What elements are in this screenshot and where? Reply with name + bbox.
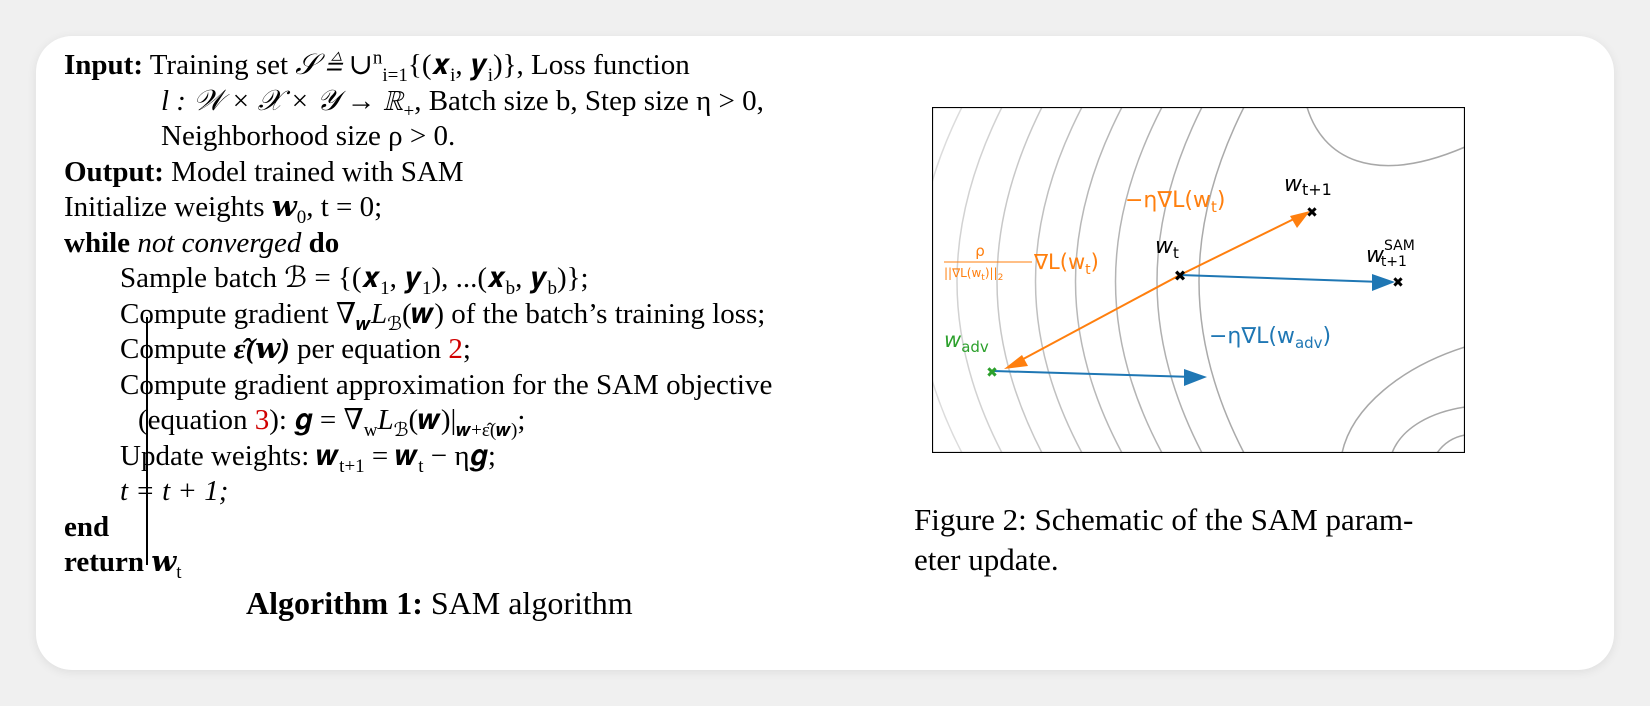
sam-schematic-figure: ✖ ✖ ✖ ✖ wt+1 −η∇L(wt) wt wSAM t+1 ρ ||∇L(… [932,107,1465,453]
end-keyword: end [64,510,110,543]
step-increment: t = t + 1; [120,475,229,507]
content-card [36,36,1614,670]
adv-gradient-arrowhead [1184,369,1207,386]
step-update-weights: Update weights: 𝒘t+1 = 𝒘t − η𝒈; [120,439,496,477]
label-w-sam: wSAM t+1 [1366,238,1415,270]
gradient-step-arrowhead [1290,211,1310,228]
return-keyword: return [64,546,145,578]
algorithm-caption: Algorithm 1: SAM algorithm [246,585,633,621]
figure-caption-line-1: Figure 2: Schematic of the SAM param- [914,502,1414,537]
output-label: Output: [64,155,164,188]
label-orange-gradient: −η∇L(wt) [1125,188,1225,216]
label-rho-denominator: ||∇L(wt)||2 [944,266,1003,283]
while-line: while not converged do [64,226,340,259]
sam-update-arrow [1179,274,1383,283]
label-w-t: wt [1155,234,1179,262]
return-line: return 𝒘t [64,546,182,583]
point-w-adv-marker: ✖ [986,365,998,381]
perturbation-arrow [1011,274,1181,366]
equation-ref-3[interactable]: 3 [254,404,270,436]
do-keyword: do [308,226,340,259]
point-w-sam-marker: ✖ [1392,275,1404,291]
figure-caption-line-2: eter update. [914,542,1059,577]
algorithm-block: Input: Training set 𝒮 ≜ ∪ni=1{(𝒙i, 𝒚i)},… [64,48,884,581]
input-line-2: l : 𝒲 × 𝒳 × 𝒴 → ℝ+, Batch size b, Step s… [161,84,764,122]
label-rho-gradient: ∇L(wt) [1033,250,1099,278]
while-keyword: while [64,226,131,259]
input-line-3: Neighborhood size ρ > 0. [161,120,456,152]
contour-lines [932,107,1465,453]
step-sample-batch: Sample batch ℬ = {(𝒙1, 𝒚1), ...(𝒙b, 𝒚b)}… [120,262,589,299]
end-line: end [64,510,884,546]
point-w-t-marker: ✖ [1174,267,1187,285]
output-line: Output: Model trained with SAM [64,155,464,188]
label-blue-gradient: −η∇L(wadv) [1209,324,1331,352]
sam-update-arrowhead [1372,274,1395,291]
point-w-t1-marker: ✖ [1306,205,1318,221]
label-rho-numerator: ρ [975,242,985,260]
label-w-t1: wt+1 [1284,172,1332,199]
adv-gradient-arrow [993,370,1195,378]
figure-caption: Figure 2: Schematic of the SAM param- et… [914,500,1494,580]
step-compute-epsilon: Compute ε̂(𝒘) per equation 2; [120,333,471,365]
input-line-1: Input: Training set 𝒮 ≜ ∪ni=1{(𝒙i, 𝒚i)},… [64,47,690,86]
label-w-adv: wadv [944,328,989,356]
input-label: Input: [64,49,143,81]
loop-bracket-line [146,317,148,565]
perturbation-arrowhead [1004,355,1028,369]
gradient-step-arrow [1179,213,1305,276]
step-sam-equation: (equation 3): 𝒈 = ∇wLℬ(𝒘)|𝒘+ε̂(𝒘); [138,404,526,441]
equation-ref-2[interactable]: 2 [448,333,463,365]
step-compute-gradient: Compute gradient ∇𝒘Lℬ(𝒘) of the batch’s … [120,297,766,335]
init-line: Initialize weights 𝒘0, t = 0; [64,191,383,228]
plot-frame [932,107,1465,453]
step-sam-approx: Compute gradient approximation for the S… [120,368,773,401]
